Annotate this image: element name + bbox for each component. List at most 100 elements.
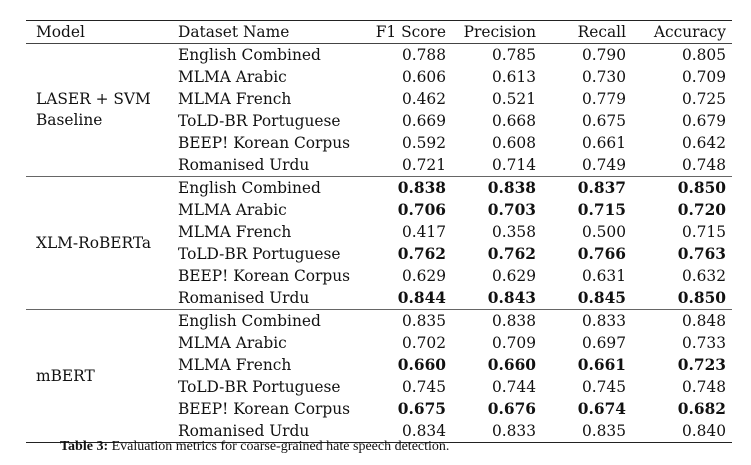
recall-cell: 0.730	[581, 68, 626, 86]
precision-cell: 0.629	[491, 267, 536, 285]
accuracy-cell: 0.733	[681, 334, 726, 352]
header-recall: Recall	[577, 23, 626, 41]
dataset-name-cell: English Combined	[178, 312, 321, 330]
recall-cell: 0.674	[577, 400, 626, 418]
table-row: MLMA Arabic 0.702 0.709 0.697 0.733	[26, 332, 732, 354]
precision-cell: 0.660	[487, 356, 536, 374]
f1-cell: 0.592	[401, 134, 446, 152]
dataset-name-cell: MLMA Arabic	[178, 201, 287, 219]
accuracy-cell: 0.632	[681, 267, 726, 285]
accuracy-cell: 0.725	[681, 90, 726, 108]
header-accuracy: Accuracy	[653, 23, 726, 41]
table-row: MLMA French 0.417 0.358 0.500 0.715	[26, 221, 732, 243]
recall-cell: 0.661	[581, 134, 626, 152]
accuracy-cell: 0.748	[681, 156, 726, 174]
f1-cell: 0.629	[401, 267, 446, 285]
precision-cell: 0.785	[491, 46, 536, 64]
f1-cell: 0.844	[397, 289, 446, 307]
accuracy-cell: 0.715	[681, 223, 726, 241]
f1-cell: 0.417	[401, 223, 446, 241]
results-table-container: Model Dataset Name F1 Score Precision Re…	[26, 20, 732, 443]
dataset-name-cell: English Combined	[178, 46, 321, 64]
dataset-name-cell: MLMA French	[178, 223, 292, 241]
dataset-name-cell: BEEP! Korean Corpus	[178, 267, 351, 285]
recall-cell: 0.835	[581, 422, 626, 440]
precision-cell: 0.608	[491, 134, 536, 152]
f1-cell: 0.788	[401, 46, 446, 64]
caption-label: Table 3:	[60, 439, 109, 454]
accuracy-cell: 0.682	[677, 400, 726, 418]
f1-cell: 0.706	[397, 201, 446, 219]
precision-cell: 0.676	[487, 400, 536, 418]
model-group: mBERT English Combined 0.835 0.838 0.833 0.84…	[26, 309, 732, 443]
recall-cell: 0.833	[581, 312, 626, 330]
f1-cell: 0.660	[397, 356, 446, 374]
table-row: MLMA French 0.660 0.660 0.661 0.723	[26, 354, 732, 376]
recall-cell: 0.845	[577, 289, 626, 307]
f1-cell: 0.745	[401, 378, 446, 396]
precision-cell: 0.709	[491, 334, 536, 352]
recall-cell: 0.715	[577, 201, 626, 219]
table-row: BEEP! Korean Corpus 0.675 0.676 0.674 0.682	[26, 398, 732, 420]
model-name-cell: mBERT	[36, 366, 95, 385]
f1-cell: 0.675	[397, 400, 446, 418]
f1-cell: 0.702	[401, 334, 446, 352]
accuracy-cell: 0.850	[677, 179, 726, 197]
table-header: Model Dataset Name F1 Score Precision Re…	[26, 20, 732, 44]
recall-cell: 0.779	[581, 90, 626, 108]
f1-cell: 0.721	[401, 156, 446, 174]
caption-text: Evaluation metrics for coarse-grained ha…	[108, 439, 450, 454]
recall-cell: 0.790	[581, 46, 626, 64]
precision-cell: 0.714	[491, 156, 536, 174]
table-row: BEEP! Korean Corpus 0.592 0.608 0.661 0.642	[26, 132, 732, 154]
table-caption: Table 3: Evaluation metrics for coarse-g…	[60, 439, 449, 455]
accuracy-cell: 0.709	[681, 68, 726, 86]
model-name-cell: XLM-RoBERTa	[36, 233, 152, 252]
header-f1: F1 Score	[375, 23, 446, 41]
dataset-name-cell: Romanised Urdu	[178, 156, 310, 174]
results-table: Model Dataset Name F1 Score Precision Re…	[26, 20, 732, 443]
accuracy-cell: 0.679	[681, 112, 726, 130]
precision-cell: 0.843	[487, 289, 536, 307]
accuracy-cell: 0.848	[681, 312, 726, 330]
f1-cell: 0.606	[401, 68, 446, 86]
table-row: Romanised Urdu 0.721 0.714 0.749 0.748	[26, 154, 732, 177]
table-row: MLMA French 0.462 0.521 0.779 0.725	[26, 88, 732, 110]
table-row: LASER + SVM Baseline English Combined 0.78…	[26, 44, 732, 129]
recall-cell: 0.500	[581, 223, 626, 241]
table-row: Romanised Urdu 0.834 0.833 0.835 0.840	[26, 420, 732, 443]
model-group: LASER + SVM Baseline English Combined 0.78…	[26, 43, 732, 177]
precision-cell: 0.521	[491, 90, 536, 108]
dataset-name-cell: MLMA French	[178, 90, 292, 108]
accuracy-cell: 0.805	[681, 46, 726, 64]
recall-cell: 0.749	[581, 156, 626, 174]
header-row: Model Dataset Name F1 Score Precision Re…	[26, 20, 732, 44]
dataset-name-cell: Romanised Urdu	[178, 422, 310, 440]
table-row: ToLD-BR Portuguese 0.762 0.762 0.766 0.763	[26, 243, 732, 265]
precision-cell: 0.762	[487, 245, 536, 263]
table-row: BEEP! Korean Corpus 0.629 0.629 0.631 0.632	[26, 265, 732, 287]
precision-cell: 0.613	[491, 68, 536, 86]
accuracy-cell: 0.748	[681, 378, 726, 396]
accuracy-cell: 0.840	[681, 422, 726, 440]
dataset-name-cell: ToLD-BR Portuguese	[178, 245, 341, 263]
precision-cell: 0.833	[491, 422, 536, 440]
dataset-name-cell: MLMA French	[178, 356, 292, 374]
table-row: MLMA Arabic 0.606 0.613 0.730 0.709	[26, 66, 732, 88]
dataset-name-cell: ToLD-BR Portuguese	[178, 378, 341, 396]
model-group: XLM-RoBERTa English Combined 0.838 0.838 0.8…	[26, 176, 732, 310]
table-row: XLM-RoBERTa English Combined 0.838 0.838 0.8…	[26, 177, 732, 252]
dataset-name-cell: English Combined	[178, 179, 321, 197]
accuracy-cell: 0.763	[677, 245, 726, 263]
dataset-name-cell: BEEP! Korean Corpus	[178, 134, 351, 152]
accuracy-cell: 0.850	[677, 289, 726, 307]
table-row: MLMA Arabic 0.706 0.703 0.715 0.720	[26, 199, 732, 221]
precision-cell: 0.838	[487, 179, 536, 197]
dataset-name-cell: BEEP! Korean Corpus	[178, 400, 351, 418]
precision-cell: 0.744	[491, 378, 536, 396]
dataset-name-cell: MLMA Arabic	[178, 68, 287, 86]
f1-cell: 0.834	[401, 422, 446, 440]
dataset-name-cell: ToLD-BR Portuguese	[178, 112, 341, 130]
precision-cell: 0.838	[491, 312, 536, 330]
table-row: Romanised Urdu 0.844 0.843 0.845 0.850	[26, 287, 732, 310]
